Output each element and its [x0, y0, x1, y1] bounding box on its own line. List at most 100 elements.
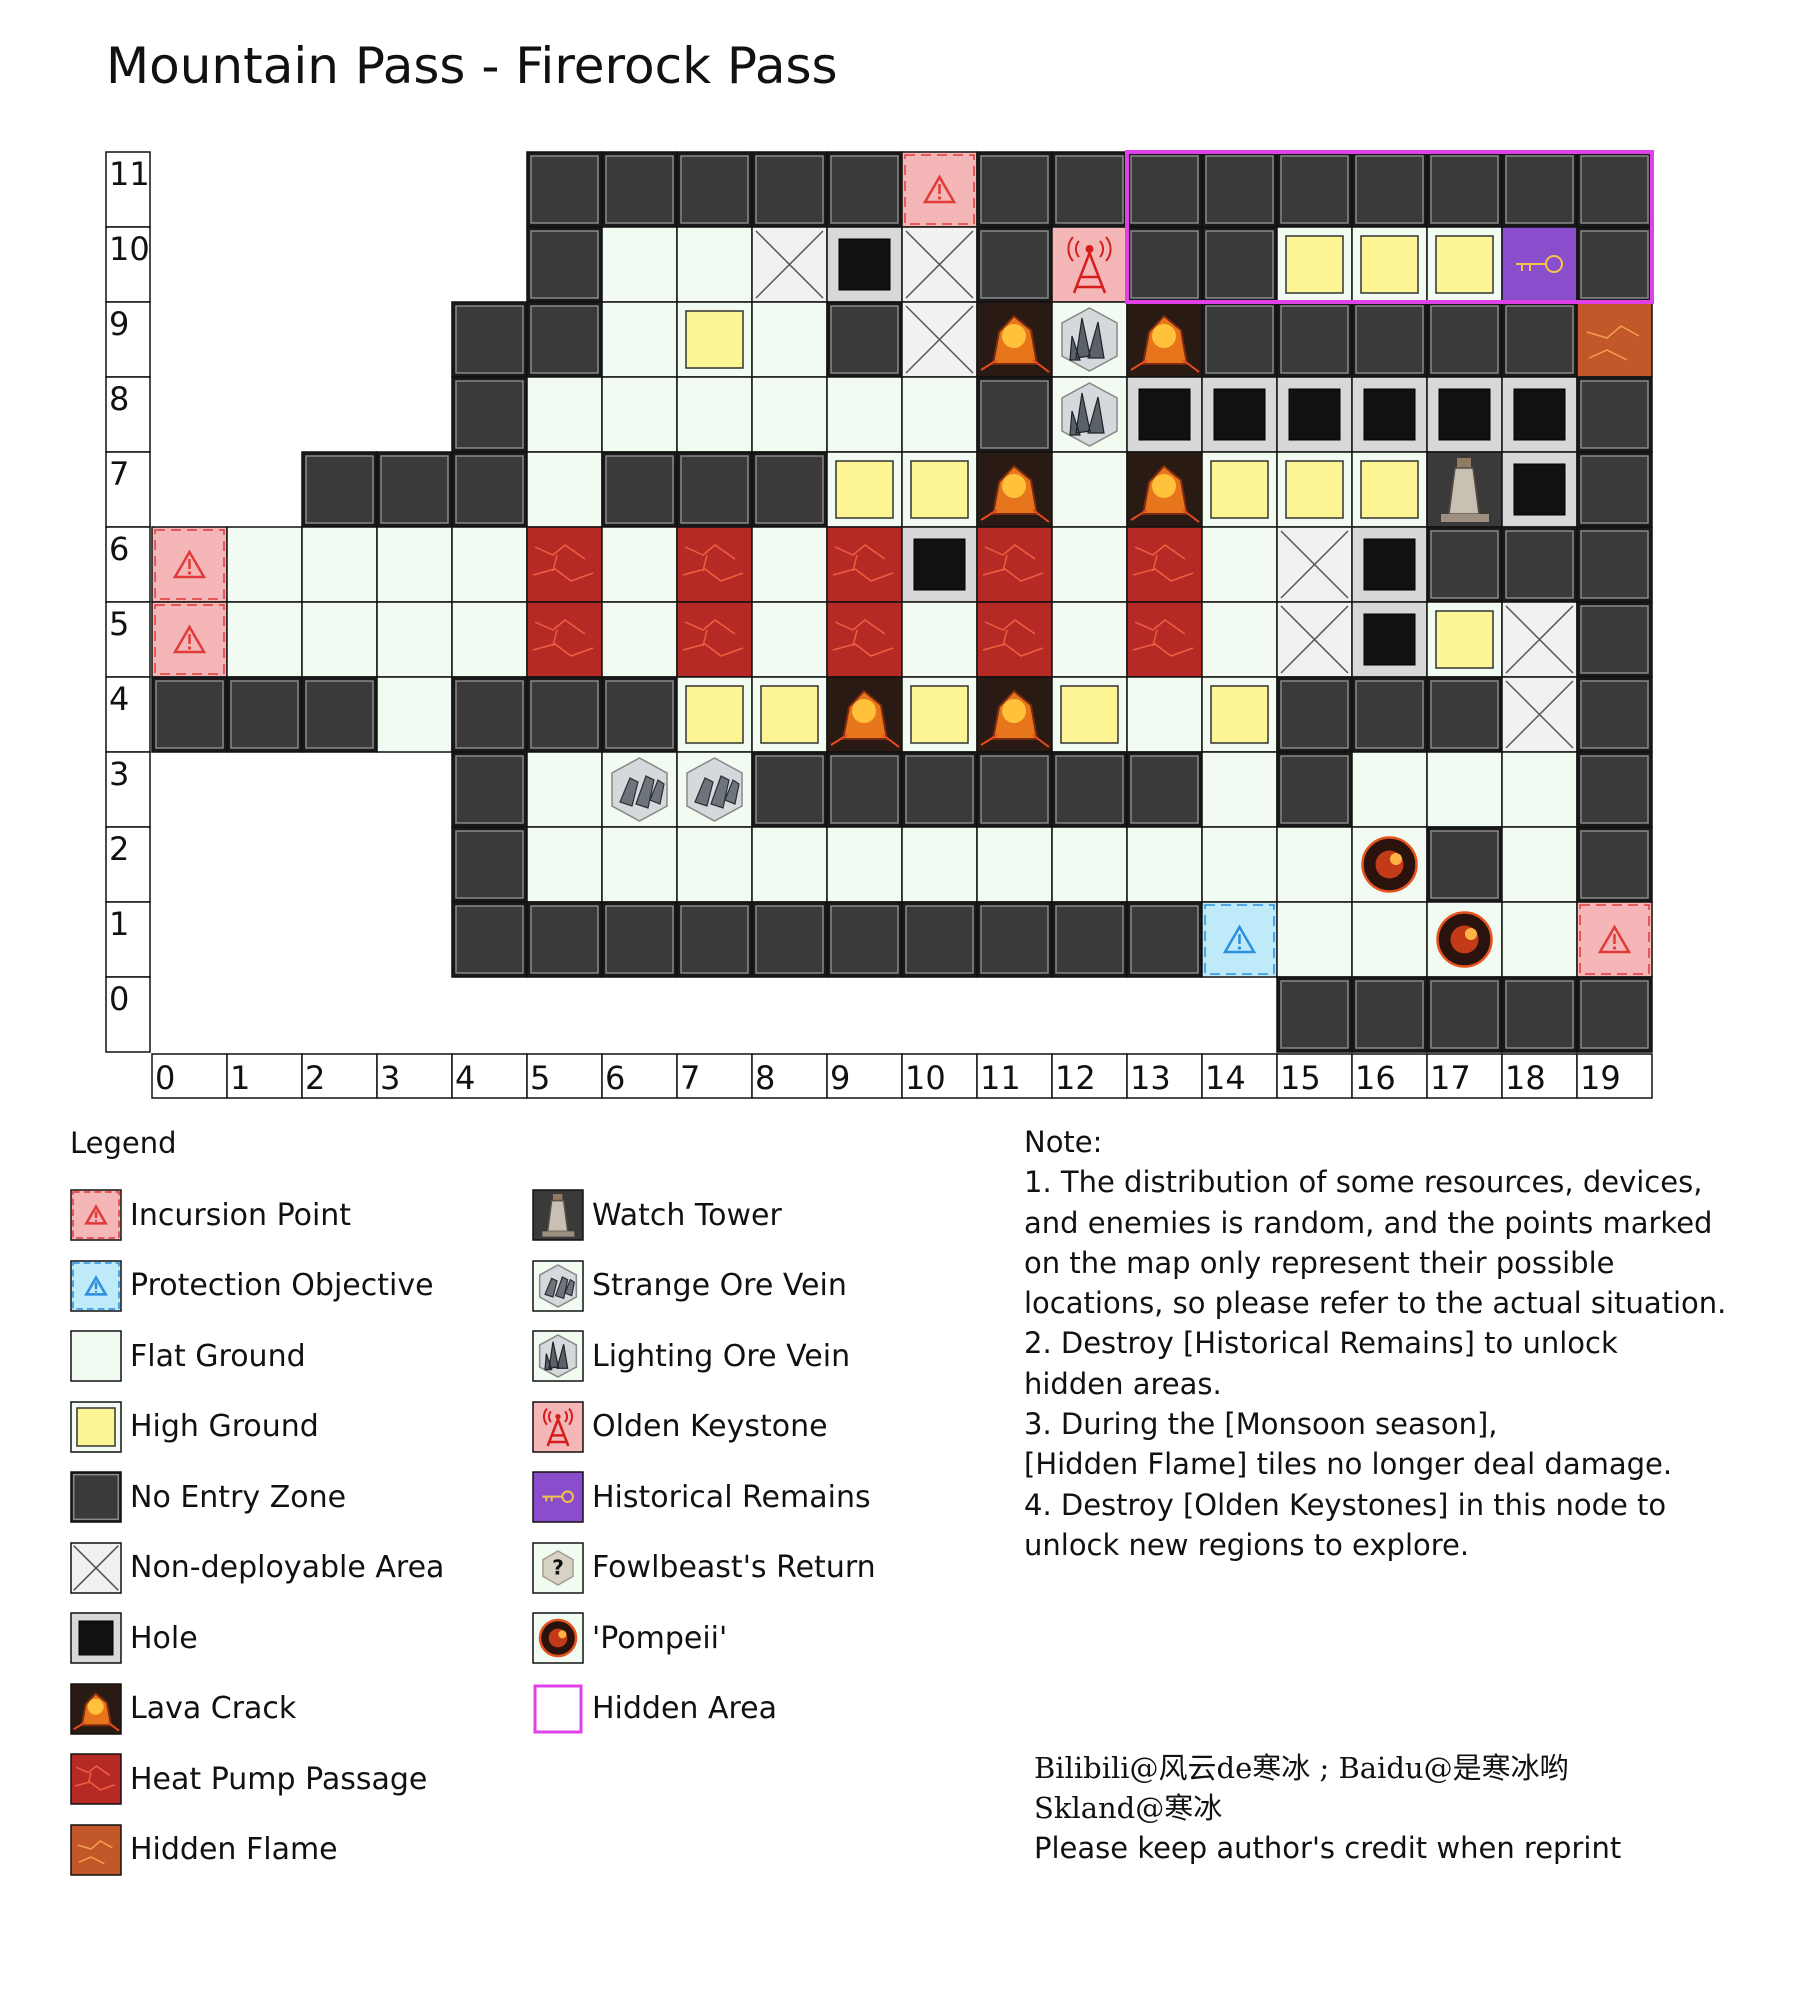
no-entry-tile[interactable] — [226, 676, 303, 753]
no-entry-tile[interactable] — [1501, 976, 1578, 1053]
no-entry-tile[interactable] — [751, 151, 828, 228]
no-entry-tile[interactable] — [1576, 226, 1653, 303]
flat-ground-tile[interactable] — [1501, 826, 1578, 903]
hole-tile[interactable] — [1351, 601, 1428, 678]
lighting-ore-vein-tile[interactable] — [1051, 301, 1128, 378]
heat-pump-passage-tile[interactable] — [826, 526, 903, 603]
no-entry-tile[interactable] — [451, 901, 528, 978]
high-ground-tile[interactable] — [826, 451, 903, 528]
lava-crack-tile[interactable] — [1126, 451, 1203, 528]
high-ground-tile[interactable] — [1201, 676, 1278, 753]
flat-ground-tile[interactable] — [1201, 751, 1278, 828]
lava-crack-tile[interactable] — [1126, 301, 1203, 378]
no-entry-tile[interactable] — [601, 901, 678, 978]
incursion-point-tile[interactable] — [1576, 901, 1653, 978]
lava-crack-tile[interactable] — [826, 676, 903, 753]
no-entry-tile[interactable] — [676, 151, 753, 228]
flat-ground-tile[interactable] — [751, 376, 828, 453]
no-entry-tile[interactable] — [451, 826, 528, 903]
heat-pump-passage-tile[interactable] — [676, 601, 753, 678]
no-entry-tile[interactable] — [1576, 976, 1653, 1053]
no-entry-tile[interactable] — [1426, 526, 1503, 603]
hole-tile[interactable] — [1501, 376, 1578, 453]
no-entry-tile[interactable] — [751, 751, 828, 828]
high-ground-tile[interactable] — [676, 301, 753, 378]
hole-tile[interactable] — [1501, 451, 1578, 528]
hole-tile[interactable] — [1201, 376, 1278, 453]
no-entry-tile[interactable] — [901, 751, 978, 828]
no-entry-tile[interactable] — [751, 901, 828, 978]
flat-ground-tile[interactable] — [601, 376, 678, 453]
flat-ground-tile[interactable] — [1051, 601, 1128, 678]
no-entry-tile[interactable] — [1201, 226, 1278, 303]
lava-crack-tile[interactable] — [976, 676, 1053, 753]
no-entry-tile[interactable] — [1051, 151, 1128, 228]
pompeii-tile[interactable] — [1351, 826, 1428, 903]
no-entry-tile[interactable] — [751, 451, 828, 528]
flat-ground-tile[interactable] — [376, 676, 453, 753]
non-deployable-tile[interactable] — [751, 226, 828, 303]
no-entry-tile[interactable] — [1051, 901, 1128, 978]
flat-ground-tile[interactable] — [826, 826, 903, 903]
no-entry-tile[interactable] — [301, 676, 378, 753]
hole-tile[interactable] — [901, 526, 978, 603]
no-entry-tile[interactable] — [301, 451, 378, 528]
no-entry-tile[interactable] — [451, 376, 528, 453]
protection-objective-tile[interactable] — [1201, 901, 1278, 978]
no-entry-tile[interactable] — [676, 901, 753, 978]
non-deployable-tile[interactable] — [901, 226, 978, 303]
flat-ground-tile[interactable] — [601, 826, 678, 903]
lighting-ore-vein-tile[interactable] — [1051, 376, 1128, 453]
heat-pump-passage-tile[interactable] — [526, 601, 603, 678]
strange-ore-vein-tile[interactable] — [676, 751, 753, 828]
no-entry-tile[interactable] — [976, 151, 1053, 228]
flat-ground-tile[interactable] — [526, 376, 603, 453]
incursion-point-tile[interactable] — [151, 526, 228, 603]
no-entry-tile[interactable] — [826, 301, 903, 378]
no-entry-tile[interactable] — [1126, 226, 1203, 303]
no-entry-tile[interactable] — [1126, 751, 1203, 828]
flat-ground-tile[interactable] — [1351, 751, 1428, 828]
no-entry-tile[interactable] — [1126, 901, 1203, 978]
no-entry-tile[interactable] — [526, 151, 603, 228]
flat-ground-tile[interactable] — [1426, 751, 1503, 828]
no-entry-tile[interactable] — [826, 151, 903, 228]
no-entry-tile[interactable] — [601, 151, 678, 228]
no-entry-tile[interactable] — [451, 301, 528, 378]
flat-ground-tile[interactable] — [226, 526, 303, 603]
high-ground-tile[interactable] — [1276, 451, 1353, 528]
heat-pump-passage-tile[interactable] — [1126, 526, 1203, 603]
no-entry-tile[interactable] — [976, 376, 1053, 453]
flat-ground-tile[interactable] — [1051, 826, 1128, 903]
flat-ground-tile[interactable] — [226, 601, 303, 678]
high-ground-tile[interactable] — [1351, 226, 1428, 303]
no-entry-tile[interactable] — [1576, 151, 1653, 228]
no-entry-tile[interactable] — [1351, 301, 1428, 378]
flat-ground-tile[interactable] — [1126, 826, 1203, 903]
no-entry-tile[interactable] — [1576, 451, 1653, 528]
high-ground-tile[interactable] — [1351, 451, 1428, 528]
hole-tile[interactable] — [826, 226, 903, 303]
no-entry-tile[interactable] — [1576, 826, 1653, 903]
no-entry-tile[interactable] — [1576, 751, 1653, 828]
no-entry-tile[interactable] — [1276, 301, 1353, 378]
flat-ground-tile[interactable] — [751, 301, 828, 378]
heat-pump-passage-tile[interactable] — [676, 526, 753, 603]
flat-ground-tile[interactable] — [1051, 451, 1128, 528]
high-ground-tile[interactable] — [1276, 226, 1353, 303]
no-entry-tile[interactable] — [1501, 301, 1578, 378]
no-entry-tile[interactable] — [526, 301, 603, 378]
no-entry-tile[interactable] — [976, 901, 1053, 978]
flat-ground-tile[interactable] — [301, 601, 378, 678]
flat-ground-tile[interactable] — [526, 826, 603, 903]
no-entry-tile[interactable] — [826, 751, 903, 828]
flat-ground-tile[interactable] — [676, 826, 753, 903]
no-entry-tile[interactable] — [1201, 151, 1278, 228]
flat-ground-tile[interactable] — [601, 226, 678, 303]
no-entry-tile[interactable] — [676, 451, 753, 528]
hole-tile[interactable] — [1351, 526, 1428, 603]
incursion-point-tile[interactable] — [901, 151, 978, 228]
flat-ground-tile[interactable] — [751, 826, 828, 903]
lava-crack-tile[interactable] — [976, 301, 1053, 378]
flat-ground-tile[interactable] — [601, 301, 678, 378]
